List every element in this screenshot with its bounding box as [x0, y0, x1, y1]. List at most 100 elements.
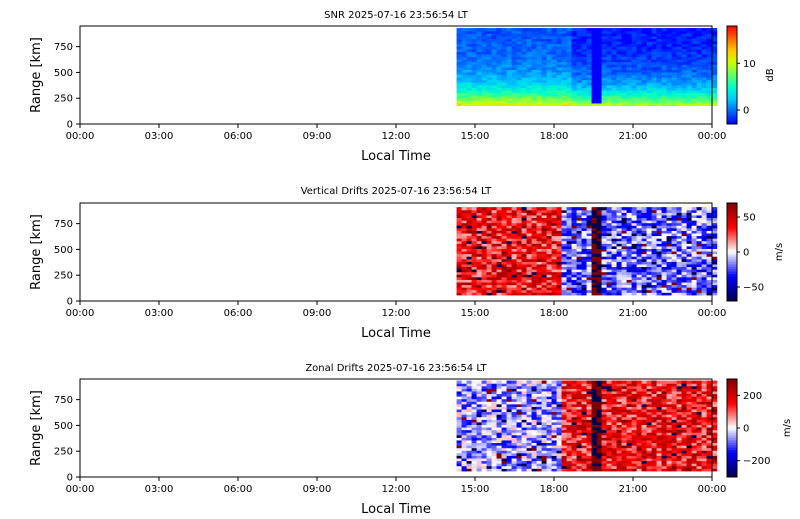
heatmap-cell [461, 419, 468, 423]
heatmap-cell [656, 421, 663, 425]
heatmap-cell [656, 95, 663, 99]
heatmap-cell [611, 250, 618, 255]
heatmap-cell [586, 225, 593, 229]
heatmap-cell [506, 385, 513, 389]
heatmap-cell [461, 212, 468, 216]
heatmap-cell [661, 396, 668, 400]
heatmap-cell [576, 30, 583, 34]
heatmap-cell [656, 401, 663, 405]
heatmap-cell [676, 287, 683, 291]
heatmap-cell [596, 463, 603, 467]
heatmap-cell [551, 398, 558, 402]
heatmap-cell [656, 240, 663, 244]
heatmap-cell [551, 401, 558, 405]
heatmap-cell [461, 447, 468, 451]
heatmap-cell [616, 33, 623, 37]
heatmap-cell [486, 416, 493, 420]
heatmap-cell [546, 284, 553, 288]
heatmap-cell [711, 28, 718, 32]
heatmap-cell [656, 51, 663, 55]
colorbar-segment [727, 67, 737, 71]
heatmap-cell [561, 447, 568, 451]
heatmap-cell [461, 457, 468, 462]
heatmap-cell [701, 43, 708, 47]
heatmap-cell [601, 92, 608, 96]
heatmap-cell [566, 209, 573, 213]
heatmap-cell [571, 214, 578, 219]
heatmap-cell [486, 432, 493, 436]
heatmap-cell [666, 38, 673, 42]
heatmap-cell [481, 33, 488, 37]
heatmap-cell [511, 207, 518, 211]
heatmap-cell [636, 383, 643, 387]
heatmap-cell [526, 432, 533, 436]
heatmap-cell [671, 207, 678, 211]
heatmap-cell [661, 220, 668, 224]
heatmap-cell [486, 84, 493, 88]
heatmap-cell [606, 274, 613, 278]
heatmap-cell [556, 442, 563, 446]
heatmap-cell [671, 46, 678, 50]
heatmap-cell [496, 48, 503, 52]
heatmap-cell [476, 468, 483, 472]
heatmap-cell [516, 439, 523, 444]
heatmap-cell [546, 28, 553, 32]
colorbar-label: m/s [774, 243, 785, 261]
heatmap-cell [566, 292, 573, 296]
heatmap-cell [501, 421, 508, 425]
heatmap-cell [576, 439, 583, 444]
heatmap-cell [616, 38, 623, 42]
heatmap-cell [646, 28, 653, 32]
heatmap-cell [476, 240, 483, 244]
heatmap-cell [531, 408, 538, 413]
heatmap-cell [576, 406, 583, 410]
heatmap-cell [556, 227, 563, 231]
heatmap-cell [621, 269, 628, 273]
heatmap-cell [491, 263, 498, 268]
heatmap-cell [486, 227, 493, 231]
colorbar-segment [727, 79, 737, 83]
heatmap-cell [601, 434, 608, 438]
heatmap-cell [636, 61, 643, 65]
heatmap-cell [696, 261, 703, 265]
heatmap-cell [611, 398, 618, 402]
heatmap-cell [681, 220, 688, 224]
heatmap-cell [581, 468, 588, 472]
heatmap-cell [516, 468, 523, 472]
heatmap-cell [556, 398, 563, 402]
heatmap-cell [686, 279, 693, 283]
heatmap-cell [591, 289, 598, 293]
heatmap-cell [546, 442, 553, 446]
heatmap-cell [631, 447, 638, 451]
heatmap-cell [541, 217, 548, 221]
heatmap-cell [526, 388, 533, 392]
heatmap-cell [601, 245, 608, 249]
colorbar-segment [727, 266, 737, 270]
heatmap-cell [666, 248, 673, 252]
heatmap-cell [546, 445, 553, 449]
heatmap-cell [576, 287, 583, 291]
heatmap-cell [631, 64, 638, 68]
heatmap-cell [606, 424, 613, 428]
heatmap-cell [596, 92, 603, 96]
heatmap-cell [496, 232, 503, 237]
heatmap-cell [706, 245, 713, 249]
colorbar-segment [727, 212, 737, 216]
heatmap-cell [456, 230, 463, 234]
heatmap-cell [646, 53, 653, 58]
heatmap-cell [536, 235, 543, 239]
heatmap-cell [661, 424, 668, 428]
heatmap-cell [641, 227, 648, 231]
heatmap-cell [491, 225, 498, 229]
heatmap-cell [531, 248, 538, 252]
heatmap-cell [551, 30, 558, 34]
heatmap-cell [616, 284, 623, 288]
heatmap-cell [506, 38, 513, 42]
heatmap-cell [701, 258, 708, 262]
heatmap-cell [701, 95, 708, 99]
heatmap-cell [511, 69, 518, 73]
heatmap-cell [596, 256, 603, 260]
heatmap-cell [571, 465, 578, 469]
heatmap-cell [696, 292, 703, 296]
heatmap-cell [631, 271, 638, 275]
